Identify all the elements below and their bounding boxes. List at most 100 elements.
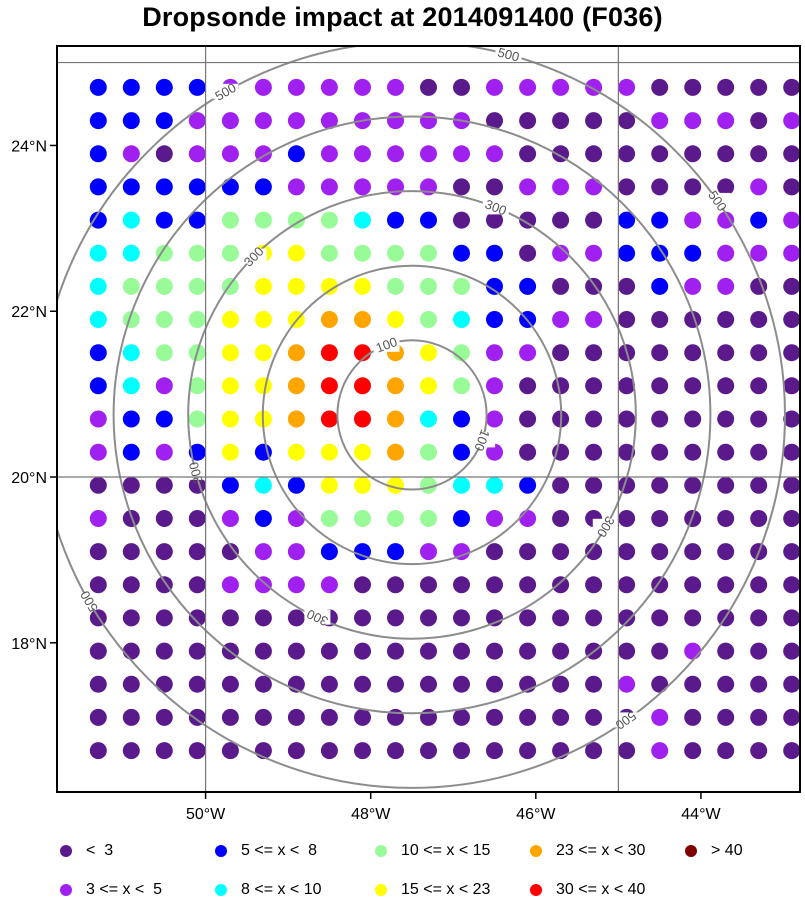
dropsonde-point [221, 178, 239, 196]
dropsonde-point [783, 742, 800, 760]
dropsonde-point [354, 211, 371, 229]
dropsonde-point [552, 443, 570, 461]
dropsonde-point [552, 78, 570, 96]
x-tick-label: 48°W [351, 806, 391, 823]
dropsonde-point [387, 377, 404, 395]
dropsonde-point [453, 78, 470, 96]
dropsonde-point [519, 244, 537, 262]
dropsonde-point [155, 112, 173, 130]
dropsonde-point [585, 675, 603, 693]
dropsonde-point [354, 78, 371, 96]
dropsonde-point [122, 476, 140, 494]
dropsonde-point [453, 510, 470, 527]
dropsonde-point [221, 510, 239, 527]
dropsonde-point [320, 244, 338, 262]
dropsonde-point [221, 543, 239, 561]
contour-label-bg [495, 46, 522, 62]
dropsonde-point [486, 410, 503, 428]
dropsonde-point [783, 377, 800, 395]
dropsonde-point [155, 543, 173, 561]
dropsonde-point [254, 675, 272, 693]
dropsonde-point [354, 543, 371, 561]
dropsonde-point [684, 178, 702, 196]
dropsonde-point [320, 543, 338, 561]
dropsonde-point [552, 543, 570, 561]
dropsonde-point [717, 543, 735, 561]
contour-label-bg [240, 248, 267, 264]
dropsonde-point [254, 344, 272, 362]
dropsonde-point [287, 742, 305, 760]
dropsonde-point [122, 112, 140, 130]
dropsonde-point [89, 476, 107, 494]
dropsonde-point [89, 311, 107, 328]
dropsonde-point [122, 609, 140, 627]
contour-label: 300 [186, 460, 206, 485]
dropsonde-point [287, 112, 305, 130]
dropsonde-point [188, 211, 206, 229]
dropsonde-point [486, 344, 503, 362]
dropsonde-point [585, 742, 603, 760]
dropsonde-point [717, 311, 735, 328]
contour-ring-100 [336, 339, 488, 491]
dropsonde-point [254, 377, 272, 395]
dropsonde-point [155, 78, 173, 96]
dropsonde-point [188, 675, 206, 693]
dropsonde-point [717, 178, 735, 196]
dropsonde-point [354, 344, 371, 362]
dropsonde-point [254, 277, 272, 295]
dropsonde-point [618, 742, 636, 760]
dropsonde-point [585, 476, 603, 494]
dropsonde-point [387, 675, 404, 693]
dropsonde-point [585, 609, 603, 627]
dropsonde-point [155, 708, 173, 726]
dropsonde-point [651, 543, 669, 561]
dropsonde-point [155, 244, 173, 262]
dropsonde-point [420, 344, 437, 362]
dropsonde-point [552, 377, 570, 395]
dropsonde-point [188, 112, 206, 130]
dropsonde-point [122, 377, 140, 395]
dropsonde-point [783, 145, 800, 163]
dropsonde-point [122, 211, 140, 229]
dropsonde-point [519, 543, 537, 561]
dropsonde-point [122, 576, 140, 594]
dropsonde-point [684, 211, 702, 229]
dropsonde-point [750, 112, 768, 130]
dropsonde-point [783, 476, 800, 494]
dropsonde-point [122, 145, 140, 163]
dropsonde-point [750, 211, 768, 229]
dropsonde-point [750, 178, 768, 196]
dropsonde-point [519, 112, 537, 130]
dropsonde-point [453, 244, 470, 262]
dropsonde-point [122, 244, 140, 262]
dropsonde-point [585, 244, 603, 262]
dropsonde-point [387, 609, 404, 627]
dropsonde-point [387, 708, 404, 726]
dropsonde-point [420, 377, 437, 395]
dropsonde-point [717, 377, 735, 395]
dropsonde-point [89, 543, 107, 561]
dropsonde-point [89, 277, 107, 295]
dropsonde-point [717, 576, 735, 594]
dropsonde-point [750, 510, 768, 527]
dropsonde-point [750, 742, 768, 760]
dropsonde-point [519, 476, 537, 494]
dropsonde-point [287, 178, 305, 196]
dropsonde-point [618, 145, 636, 163]
dropsonde-point [486, 311, 503, 328]
dropsonde-point [453, 311, 470, 328]
x-tick-label: 46°W [516, 806, 556, 823]
dropsonde-point [651, 675, 669, 693]
dropsonde-point [254, 476, 272, 494]
dropsonde-point [486, 112, 503, 130]
dropsonde-point [155, 510, 173, 527]
contour-ring-400 [112, 115, 712, 715]
dropsonde-point [717, 443, 735, 461]
dropsonde-point [618, 112, 636, 130]
dropsonde-point [122, 178, 140, 196]
dropsonde-point [420, 476, 437, 494]
dropsonde-point [519, 178, 537, 196]
dropsonde-point [188, 742, 206, 760]
dropsonde-point [651, 178, 669, 196]
